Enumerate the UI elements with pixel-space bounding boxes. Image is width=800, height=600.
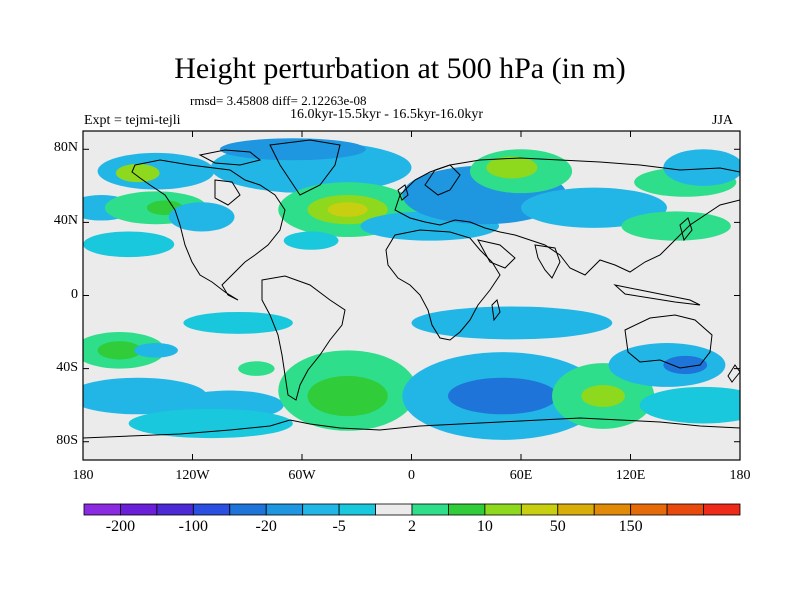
colorbar-label: 10 — [476, 518, 493, 535]
anomaly-region — [663, 355, 708, 375]
anomaly-region — [168, 202, 235, 232]
anomaly-region — [621, 211, 731, 241]
anomaly-region — [581, 385, 626, 407]
anomaly-region — [219, 138, 366, 161]
lon-tick-label: 120W — [175, 468, 210, 483]
anomaly-region — [283, 231, 339, 250]
coast-antarctica — [83, 417, 740, 439]
colorbar-swatch — [83, 503, 121, 516]
colorbar-swatch — [192, 503, 231, 516]
colorbar-label: 2 — [408, 518, 416, 535]
colorbar — [83, 503, 741, 516]
season-label: JJA — [712, 113, 734, 128]
lon-tick-label: 180 — [72, 468, 94, 483]
experiment-label: Expt = tejmi-tejli — [84, 113, 181, 128]
lon-tick-label: 60E — [509, 468, 533, 483]
colorbar-swatch — [448, 503, 486, 516]
lon-tick-label: 120E — [615, 468, 646, 483]
anomaly-region — [83, 231, 175, 258]
anomaly-region — [128, 408, 293, 439]
lat-tick-label: 40N — [53, 213, 78, 229]
anomaly-region — [115, 163, 160, 183]
axis-ticks — [82, 131, 741, 460]
colorbar-swatch — [265, 503, 304, 516]
lat-tick-label: 40S — [56, 359, 78, 375]
coast-india — [534, 244, 561, 279]
lat-tick-label: 80S — [56, 432, 78, 448]
anomaly-layer — [83, 138, 740, 440]
colorbar-label: 50 — [549, 518, 566, 535]
coast-arctic-islands — [198, 149, 262, 166]
colorbar-swatch — [666, 503, 704, 516]
anomaly-region — [639, 386, 740, 424]
colorbar-label: -5 — [332, 518, 346, 535]
plot-title: Height perturbation at 500 hPa (in m) — [174, 52, 626, 85]
anomaly-region — [134, 343, 178, 358]
coast-british-isles — [397, 184, 409, 201]
colorbar-swatch — [703, 503, 741, 516]
coast-arabia — [477, 239, 516, 269]
anomaly-region — [327, 202, 368, 217]
coast-new-zealand — [727, 364, 740, 383]
anomaly-region — [238, 361, 275, 376]
anomaly-region — [307, 375, 388, 417]
coast-south-america — [261, 275, 346, 401]
lat-tick-label: 80N — [53, 140, 78, 156]
coast-north-america — [131, 159, 286, 301]
colorbar-swatch — [411, 503, 449, 516]
anomaly-region — [97, 341, 142, 360]
anomaly-region — [411, 306, 613, 340]
coast-se-asia-islands — [613, 284, 701, 306]
colorbar-swatch — [120, 503, 158, 516]
coast-greenland — [269, 139, 341, 196]
colorbar-label: -20 — [255, 518, 277, 535]
coast-hudson-bay — [214, 179, 241, 206]
coast-australia — [624, 314, 713, 369]
coast-japan — [679, 217, 693, 242]
stats-label: rmsd= 3.45808 diff= 2.12263e-08 — [190, 93, 367, 108]
colorbar-swatch — [484, 503, 522, 516]
coast-eurasia — [394, 157, 740, 276]
colorbar-swatch — [229, 503, 267, 516]
anomaly-region — [521, 187, 667, 228]
colorbar-swatch — [375, 503, 413, 516]
colorbar-label: 150 — [618, 518, 643, 535]
colorbar-label: -200 — [105, 518, 136, 535]
colorbar-swatch — [156, 503, 194, 516]
period-label: 16.0kyr-15.5kyr - 16.5kyr-16.0kyr — [290, 107, 484, 122]
lon-tick-label: 60W — [288, 468, 316, 483]
coast-madagascar — [491, 299, 501, 322]
lat-tick-label: 0 — [71, 286, 78, 302]
anomaly-region — [486, 156, 538, 179]
colorbar-swatch — [302, 503, 340, 516]
coastlines — [83, 139, 740, 439]
lon-tick-label: 180 — [729, 468, 751, 483]
coast-africa — [385, 229, 501, 341]
colorbar-swatch — [630, 503, 668, 516]
colorbar-swatch — [338, 503, 376, 516]
colorbar-label: -100 — [178, 518, 208, 535]
colorbar-swatch — [557, 503, 595, 516]
anomaly-region — [183, 311, 293, 334]
anomaly-region — [448, 377, 558, 415]
lon-tick-label: 0 — [408, 468, 415, 483]
colorbar-swatch — [593, 503, 632, 516]
anomaly-region — [663, 149, 740, 186]
colorbar-swatch — [520, 503, 559, 516]
coast-scandinavia — [424, 164, 461, 196]
